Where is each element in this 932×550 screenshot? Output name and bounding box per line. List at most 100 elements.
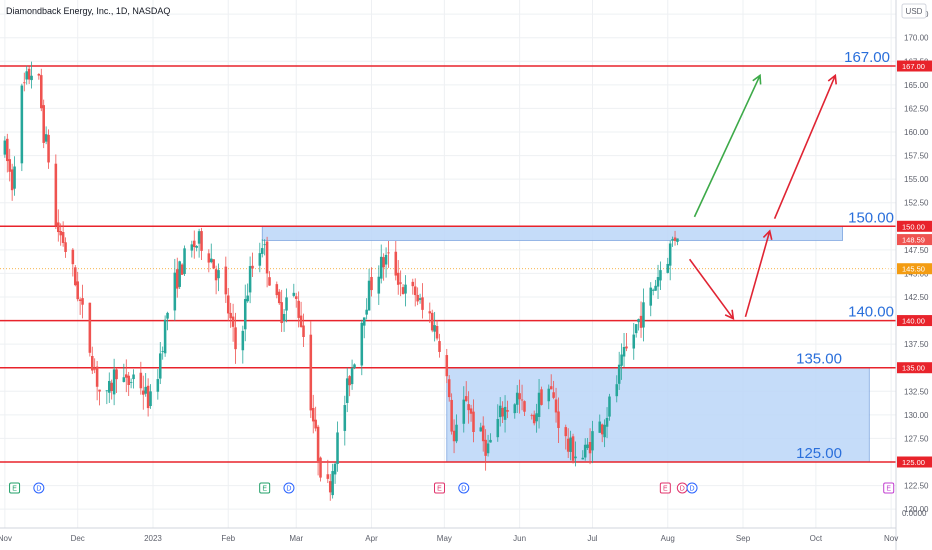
earnings-marker: [659, 482, 671, 494]
currency-button-frame[interactable]: [901, 3, 927, 19]
time-axis[interactable]: Nov Dec 2023 Feb Mar Apr May Jun Jul Aug Sep Oct Nov: [0, 534, 898, 543]
candle-body: [377, 276, 381, 294]
candle-body: [673, 237, 677, 242]
candle-body: [54, 163, 58, 226]
candle-body: [73, 267, 77, 286]
level-text-labels: 167.00 150.00 140.00 135.00 125.00: [796, 49, 894, 462]
candle-body: [535, 413, 538, 422]
candle-body: [615, 384, 619, 397]
candle-body: [365, 309, 368, 315]
candle-body: [132, 374, 135, 380]
candle-body: [144, 386, 147, 394]
candle-body: [637, 319, 640, 323]
candle-body: [360, 322, 364, 366]
candle-body: [469, 408, 473, 414]
candle-body: [350, 367, 354, 385]
candles: [3, 61, 679, 501]
candle-body: [190, 244, 194, 251]
projection-arrow: [693, 75, 761, 218]
candle-body: [413, 286, 417, 296]
y-tick-label: 142.50: [904, 293, 929, 302]
candle-body: [639, 315, 643, 328]
dividend-marker: [283, 482, 295, 494]
candle-body: [656, 277, 660, 287]
event-letter: D: [286, 486, 291, 493]
candle-body: [268, 277, 271, 286]
candle-body: [428, 311, 432, 314]
candle-body: [246, 295, 249, 302]
candle-body: [299, 315, 303, 327]
candle-body: [496, 418, 500, 438]
candle-body: [345, 378, 349, 403]
pre-market-price: 145.50: [902, 265, 925, 274]
candle-body: [348, 376, 351, 386]
event-letter: E: [886, 486, 891, 493]
event-letter: D: [690, 486, 695, 493]
price-badge-label: 125.00: [902, 458, 925, 467]
candle-body: [263, 244, 266, 246]
candle-body: [632, 334, 636, 349]
candle-body: [513, 404, 517, 414]
candle-body: [467, 404, 470, 411]
candle-body: [331, 471, 334, 496]
level-price-badge: [897, 315, 932, 327]
candle-body: [343, 405, 347, 431]
candle-body: [654, 285, 657, 291]
candle-body: [574, 456, 577, 459]
candle-body: [141, 390, 145, 395]
y-tick-label: 137.50: [904, 340, 929, 349]
support-zone: [446, 367, 870, 463]
currency-button[interactable]: USD: [906, 7, 923, 16]
candle-body: [280, 302, 283, 324]
candle-body: [76, 281, 79, 300]
candle-body: [23, 82, 26, 84]
candle-body: [333, 463, 337, 475]
candle-body: [78, 299, 82, 302]
candle-body: [57, 222, 60, 233]
candle-body: [224, 266, 228, 295]
candle-body: [110, 382, 113, 392]
candle-body: [462, 399, 466, 424]
level-text: 125.00: [796, 445, 842, 462]
candle-body: [64, 242, 67, 252]
x-tick-label: Jul: [587, 534, 597, 543]
candle-body: [20, 85, 24, 164]
candle-body: [277, 291, 281, 304]
candle-body: [396, 272, 400, 285]
y-tick-label: 132.50: [904, 387, 929, 396]
lower-pane-zero-tick: 0.0000: [902, 509, 927, 518]
candle-body: [27, 68, 31, 80]
candle-body: [588, 442, 592, 454]
candle-body: [248, 266, 252, 293]
candle-body: [651, 289, 655, 291]
candle-body: [180, 264, 184, 275]
candle-body: [178, 261, 181, 287]
candle-body: [506, 410, 509, 412]
y-tick-label: 155.00: [904, 175, 929, 184]
candle-body: [42, 105, 45, 143]
candle-body: [649, 287, 653, 306]
projection-arrow: [744, 230, 771, 318]
candle-body: [421, 297, 424, 310]
x-tick-label: Oct: [810, 534, 823, 543]
candle-body: [212, 259, 215, 269]
candle-body: [557, 411, 560, 428]
candle-body: [384, 254, 388, 265]
candle-body: [617, 364, 621, 384]
candle-body: [13, 166, 16, 189]
candle-body: [382, 257, 385, 268]
level-price-badge: [897, 220, 932, 232]
dividend-marker: [686, 482, 698, 494]
level-text: 150.00: [848, 209, 894, 226]
candle-body: [464, 396, 468, 402]
candle-body: [484, 439, 487, 456]
candle-body: [622, 346, 626, 357]
candle-body: [503, 406, 507, 420]
candle-body: [292, 292, 296, 296]
candle-body: [309, 334, 313, 411]
candle-body: [586, 444, 589, 449]
candle-body: [625, 346, 628, 349]
candle-body: [6, 138, 9, 162]
